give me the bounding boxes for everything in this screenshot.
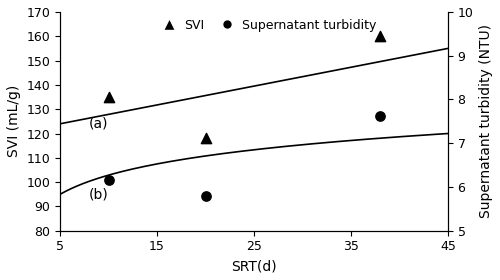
X-axis label: SRT(d): SRT(d) [231,259,277,273]
Point [202,136,209,141]
Text: (a): (a) [89,117,108,131]
Y-axis label: Supernatant turbidity (NTU): Supernatant turbidity (NTU) [479,24,493,218]
Point [376,34,384,38]
Text: (b): (b) [89,187,109,201]
Legend: SVI, Supernatant turbidity: SVI, Supernatant turbidity [152,14,381,37]
Point [202,193,209,198]
Y-axis label: SVI (mL/g): SVI (mL/g) [7,85,21,157]
Point [376,114,384,119]
Point [104,95,112,99]
Point [104,178,112,182]
